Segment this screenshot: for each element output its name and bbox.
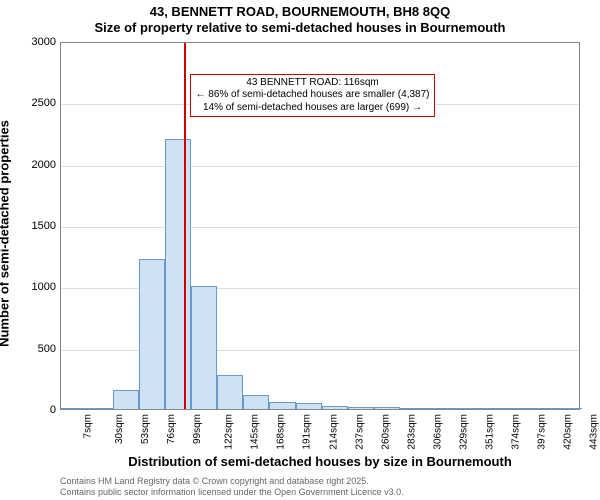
- histogram-bar: [165, 139, 191, 409]
- property-size-chart: 43, BENNETT ROAD, BOURNEMOUTH, BH8 8QQ S…: [0, 0, 600, 500]
- x-tick-label: 283sqm: [406, 414, 417, 450]
- histogram-bar: [556, 408, 582, 409]
- annotation-box: 43 BENNETT ROAD: 116sqm← 86% of semi-det…: [190, 74, 434, 118]
- histogram-bar: [452, 408, 478, 409]
- y-axis-label: Number of semi-detached properties: [0, 120, 12, 347]
- x-tick-label: 306sqm: [432, 414, 443, 450]
- histogram-bar: [530, 408, 556, 409]
- x-tick-label: 420sqm: [563, 414, 574, 450]
- x-tick-label: 191sqm: [302, 414, 313, 450]
- chart-footer: Contains HM Land Registry data © Crown c…: [60, 476, 580, 498]
- chart-title-main: 43, BENNETT ROAD, BOURNEMOUTH, BH8 8QQ: [0, 4, 600, 19]
- y-tick-label: 3000: [32, 36, 56, 48]
- y-tick-label: 2500: [32, 97, 56, 109]
- x-tick-label: 7sqm: [82, 414, 93, 438]
- footer-line: Contains HM Land Registry data © Crown c…: [60, 476, 580, 487]
- histogram-bar: [87, 408, 113, 409]
- x-tick-label: 168sqm: [276, 414, 287, 450]
- histogram-bar: [504, 408, 530, 409]
- histogram-bar: [113, 390, 139, 409]
- y-tick-label: 1000: [32, 281, 56, 293]
- histogram-bar: [400, 408, 426, 409]
- x-tick-label: 76sqm: [166, 414, 177, 444]
- histogram-bar: [296, 403, 322, 409]
- y-tick-label: 0: [50, 404, 56, 416]
- y-tick-label: 1500: [32, 220, 56, 232]
- chart-title-sub: Size of property relative to semi-detach…: [0, 20, 600, 35]
- histogram-bar: [139, 259, 165, 409]
- x-tick-label: 99sqm: [192, 414, 203, 444]
- histogram-bar: [61, 408, 87, 409]
- x-tick-label: 329sqm: [458, 414, 469, 450]
- x-tick-label: 122sqm: [224, 414, 235, 450]
- histogram-bar: [348, 407, 374, 409]
- x-tick-label: 53sqm: [140, 414, 151, 444]
- histogram-bar: [374, 407, 400, 409]
- histogram-bar: [478, 408, 504, 409]
- x-tick-label: 397sqm: [537, 414, 548, 450]
- x-tick-label: 443sqm: [589, 414, 600, 450]
- x-tick-label: 30sqm: [114, 414, 125, 444]
- histogram-bar: [243, 395, 269, 409]
- histogram-bar: [426, 408, 452, 409]
- x-tick-label: 374sqm: [510, 414, 521, 450]
- x-tick-label: 260sqm: [380, 414, 391, 450]
- x-axis-label: Distribution of semi-detached houses by …: [60, 454, 580, 469]
- footer-line: Contains public sector information licen…: [60, 487, 580, 498]
- histogram-bar: [217, 375, 243, 409]
- x-tick-label: 351sqm: [484, 414, 495, 450]
- x-tick-label: 237sqm: [354, 414, 365, 450]
- plot-area: 43 BENNETT ROAD: 116sqm← 86% of semi-det…: [60, 42, 580, 410]
- x-tick-label: 214sqm: [328, 414, 339, 450]
- reference-line: [184, 43, 186, 409]
- histogram-bar: [191, 286, 217, 409]
- y-tick-label: 500: [38, 343, 56, 355]
- histogram-bar: [322, 406, 348, 409]
- histogram-bar: [269, 402, 295, 409]
- x-tick-label: 145sqm: [250, 414, 261, 450]
- y-tick-label: 2000: [32, 159, 56, 171]
